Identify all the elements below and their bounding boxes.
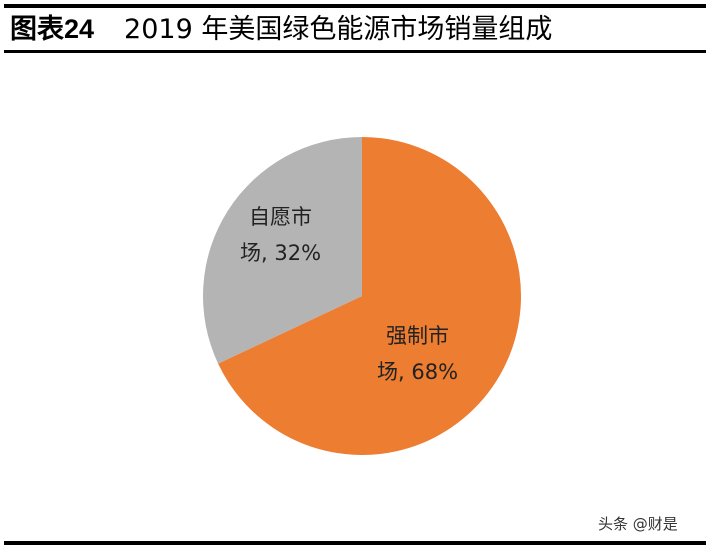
figure-number: 24 <box>64 14 95 44</box>
label-voluntary-line2: 场, 32% <box>240 241 322 265</box>
watermark: 头条 @财是 <box>598 515 678 533</box>
top-rule <box>4 4 706 8</box>
label-mandatory: 强制市 场, 68% <box>377 318 458 390</box>
title-rule <box>4 50 706 53</box>
label-mandatory-line2: 场, 68% <box>377 360 459 384</box>
label-mandatory-line1: 强制市 <box>386 324 450 348</box>
bottom-rule <box>4 541 706 545</box>
slice-voluntary-market <box>203 137 362 364</box>
label-voluntary-line1: 自愿市 <box>249 205 313 229</box>
chart-title: 2019 年美国绿色能源市场销量组成 <box>124 14 553 45</box>
figure-label: 图表 <box>10 14 64 45</box>
figure-title: 图表24 2019 年美国绿色能源市场销量组成 <box>10 13 552 46</box>
label-voluntary: 自愿市 场, 32% <box>240 199 321 271</box>
slice-mandatory-market <box>218 137 522 455</box>
